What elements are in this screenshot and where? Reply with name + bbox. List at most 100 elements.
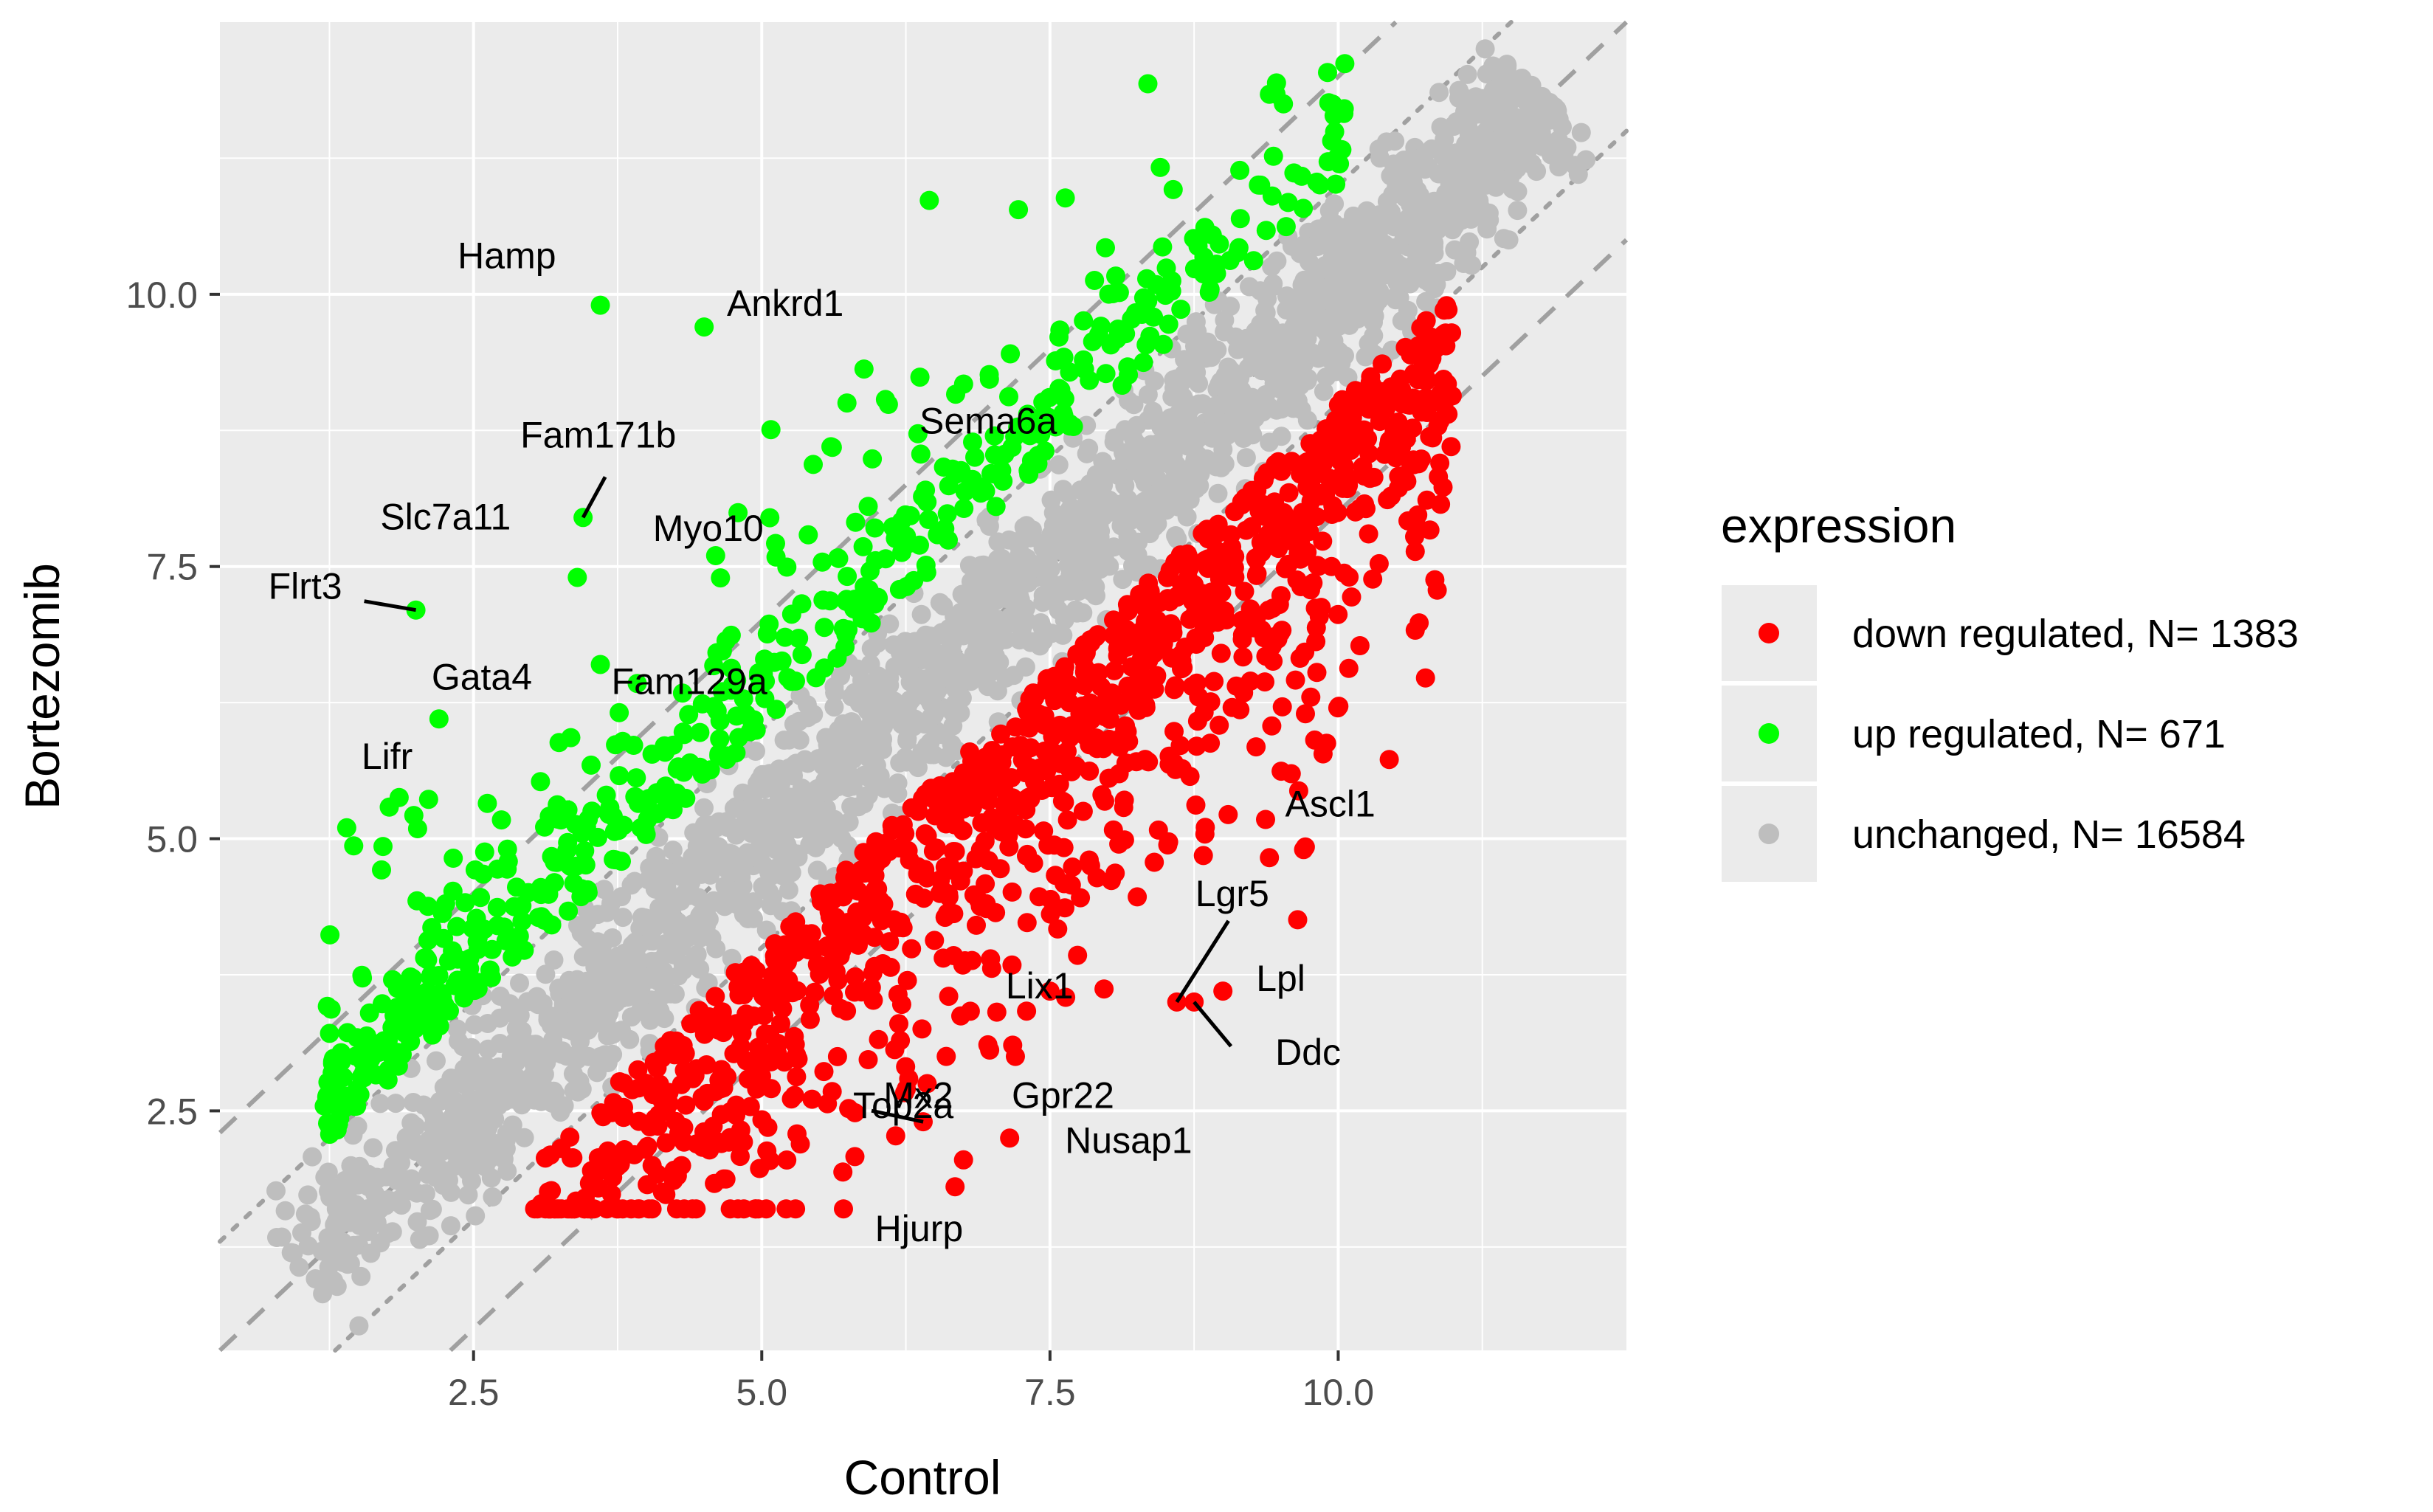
unchanged-point [1483, 56, 1503, 76]
down-regulated-point [1358, 429, 1378, 449]
unchanged-point [1314, 382, 1333, 401]
up-regulated-point [393, 1017, 413, 1037]
down-regulated-point [1225, 502, 1245, 522]
up-regulated-point [1153, 334, 1173, 354]
down-regulated-point [1342, 587, 1362, 607]
unchanged-point [613, 908, 633, 928]
up-regulated-point [690, 722, 710, 742]
up-regulated-point [984, 426, 1004, 446]
unchanged-point [979, 517, 999, 536]
down-regulated-point [944, 946, 964, 965]
labeled-point [694, 317, 714, 337]
up-regulated-point [876, 549, 896, 569]
unchanged-point [1320, 258, 1340, 278]
up-regulated-point [813, 590, 833, 610]
up-regulated-point [539, 884, 559, 904]
up-regulated-point [497, 839, 517, 859]
unchanged-point [1263, 277, 1283, 297]
down-regulated-point [525, 1199, 545, 1219]
up-regulated-point [798, 525, 818, 545]
unchanged-point [562, 1012, 581, 1032]
down-regulated-point [1350, 636, 1370, 655]
legend-label-up: up regulated, N= 671 [1852, 712, 2226, 756]
down-regulated-point [1415, 668, 1435, 688]
legend-label-unchanged: unchanged, N= 16584 [1852, 812, 2246, 857]
down-regulated-point [1405, 527, 1424, 547]
down-regulated-point [1211, 643, 1231, 663]
up-regulated-point [933, 458, 953, 477]
unchanged-point [319, 1181, 338, 1201]
up-regulated-point [1202, 225, 1222, 245]
down-regulated-point [674, 1060, 694, 1080]
down-regulated-point [601, 1184, 621, 1204]
unchanged-point [1375, 235, 1395, 255]
unchanged-point [1415, 159, 1435, 179]
down-regulated-point [886, 1126, 905, 1146]
up-regulated-point [482, 939, 502, 959]
unchanged-point [349, 1316, 369, 1336]
unchanged-point [920, 626, 940, 646]
down-regulated-point [1254, 470, 1274, 490]
up-regulated-point [1150, 157, 1170, 177]
down-regulated-point [1253, 494, 1273, 514]
down-regulated-point [798, 940, 818, 960]
down-regulated-point [1209, 715, 1229, 735]
up-regulated-point [504, 897, 524, 916]
unchanged-point [1494, 229, 1514, 249]
down-regulated-point [827, 1046, 847, 1066]
down-regulated-point [1114, 798, 1133, 818]
up-regulated-point [704, 697, 724, 717]
down-regulated-point [1272, 697, 1292, 717]
down-regulated-point [615, 1106, 635, 1126]
up-regulated-point [766, 534, 785, 553]
gene-label: Gata4 [432, 656, 532, 697]
up-regulated-point [804, 455, 823, 474]
unchanged-point [1214, 426, 1234, 446]
down-regulated-point [1303, 573, 1323, 593]
up-regulated-point [331, 1052, 351, 1071]
up-regulated-point [916, 480, 936, 500]
down-regulated-point [864, 928, 884, 947]
down-regulated-point [1389, 392, 1409, 412]
up-regulated-point [1133, 288, 1153, 308]
unchanged-point [1118, 541, 1138, 561]
down-regulated-point [1057, 810, 1077, 830]
y-tick-label: 10.0 [126, 275, 198, 316]
down-regulated-point [991, 724, 1011, 744]
down-regulated-point [1275, 559, 1295, 579]
down-regulated-point [676, 1095, 696, 1115]
down-regulated-point [1350, 499, 1370, 519]
down-regulated-point [858, 1050, 878, 1069]
up-regulated-point [1060, 414, 1080, 434]
up-regulated-point [1088, 325, 1108, 345]
unchanged-point [415, 1184, 435, 1204]
labeled-point [1213, 981, 1233, 1001]
unchanged-point [504, 1081, 524, 1101]
unchanged-point [1009, 536, 1029, 556]
up-regulated-point [627, 674, 647, 694]
down-regulated-point [1359, 524, 1378, 544]
unchanged-point [1499, 95, 1519, 115]
unchanged-point [855, 765, 874, 785]
down-regulated-point [669, 1123, 689, 1143]
up-regulated-point [512, 911, 532, 931]
up-regulated-point [911, 444, 931, 464]
down-regulated-point [1222, 537, 1242, 557]
up-regulated-point [919, 190, 939, 210]
up-regulated-point [407, 891, 427, 911]
unchanged-point [1461, 185, 1481, 205]
unchanged-point [318, 1162, 338, 1182]
down-regulated-point [1055, 898, 1074, 918]
down-regulated-point [900, 850, 919, 870]
up-regulated-point [351, 1067, 371, 1087]
up-regulated-point [1324, 106, 1344, 125]
y-tick-label: 5.0 [146, 819, 198, 860]
unchanged-point [266, 1181, 286, 1201]
unchanged-point [1416, 291, 1436, 311]
down-regulated-point [1092, 785, 1112, 805]
down-regulated-point [1140, 676, 1159, 696]
down-regulated-point [780, 916, 800, 936]
gene-label: Lgr5 [1195, 873, 1269, 914]
legend-key-unchanged [1759, 824, 1779, 844]
